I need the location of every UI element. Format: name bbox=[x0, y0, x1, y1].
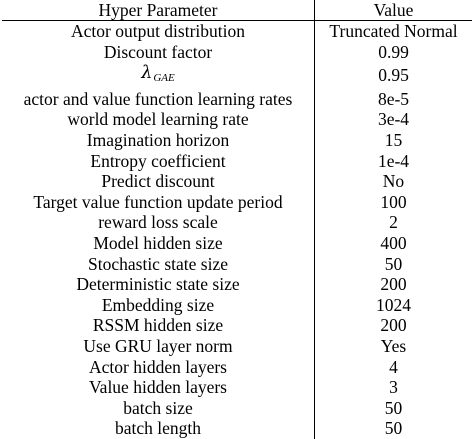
table-header-row: Hyper Parameter Value bbox=[2, 0, 472, 21]
parameter-cell: RSSM hidden size bbox=[2, 315, 315, 336]
table-row: RSSM hidden size 200 bbox=[2, 315, 472, 336]
table-row: Entropy coefficient 1e-4 bbox=[2, 150, 472, 172]
parameter-cell: Target value function update period bbox=[2, 191, 315, 213]
value-cell: 100 bbox=[380, 191, 407, 212]
parameter-cell: Predict discount bbox=[2, 171, 315, 192]
parameter-cell: Actor hidden layers bbox=[2, 356, 315, 378]
value-cell: 50 bbox=[384, 397, 403, 418]
parameter-cell: Value hidden layers bbox=[2, 377, 315, 398]
value-cell: 200 bbox=[380, 274, 407, 295]
table-row: Deterministic state size 200 bbox=[2, 274, 472, 295]
value-cell: 0.95 bbox=[378, 65, 409, 86]
table-row: actor and value function learning rates … bbox=[2, 88, 472, 110]
parameter-cell: batch length bbox=[2, 418, 315, 439]
table-row: Target value function update period 100 bbox=[2, 191, 472, 213]
value-cell: 4 bbox=[389, 356, 398, 377]
parameter-cell: batch size bbox=[2, 397, 315, 419]
lambda-symbol: λ bbox=[141, 63, 153, 84]
parameter-cell: Actor output distribution bbox=[2, 20, 315, 42]
parameter-cell: world model learning rate bbox=[2, 109, 315, 130]
value-cell: 200 bbox=[380, 315, 407, 336]
value-cell: 15 bbox=[384, 129, 403, 150]
parameter-cell: Discount factor bbox=[2, 41, 315, 63]
parameter-cell: Deterministic state size bbox=[2, 274, 315, 295]
table-row: batch length 50 bbox=[2, 418, 472, 439]
value-cell: 50 bbox=[384, 253, 403, 274]
value-cell: 1e-4 bbox=[377, 150, 410, 171]
table-row: λGAE 0.95 bbox=[2, 62, 472, 89]
value-cell: No bbox=[382, 171, 405, 192]
value-cell: 1024 bbox=[376, 294, 411, 315]
parameter-cell: Entropy coefficient bbox=[2, 150, 315, 172]
parameter-cell: Imagination horizon bbox=[2, 129, 315, 151]
parameter-cell: reward loss scale bbox=[2, 212, 315, 233]
table-row: Actor output distribution Truncated Norm… bbox=[2, 20, 472, 42]
value-cell: 0.99 bbox=[378, 41, 409, 62]
value-cell: 400 bbox=[380, 232, 407, 253]
table-row: Value hidden layers 3 bbox=[2, 377, 472, 398]
table-row: Discount factor 0.99 bbox=[2, 41, 472, 63]
parameter-cell: Use GRU layer norm bbox=[2, 335, 315, 357]
table-row: reward loss scale 2 bbox=[2, 212, 472, 233]
table-row: world model learning rate 3e-4 bbox=[2, 109, 472, 130]
parameter-cell: actor and value function learning rates bbox=[2, 88, 315, 110]
header-hyper-parameter: Hyper Parameter bbox=[2, 0, 315, 21]
value-cell: 50 bbox=[384, 418, 403, 439]
table-row: Model hidden size 400 bbox=[2, 232, 472, 254]
value-cell: 2 bbox=[389, 212, 398, 233]
table-row: batch size 50 bbox=[2, 397, 472, 419]
table-row: Use GRU layer norm Yes bbox=[2, 335, 472, 357]
table-row: Stochastic state size 50 bbox=[2, 253, 472, 275]
parameter-cell: Model hidden size bbox=[2, 232, 315, 254]
parameter-cell: λGAE bbox=[2, 62, 315, 89]
table-row: Imagination horizon 15 bbox=[2, 129, 472, 151]
table-row: Actor hidden layers 4 bbox=[2, 356, 472, 378]
table-row: Predict discount No bbox=[2, 171, 472, 192]
table-row: Embedding size 1024 bbox=[2, 294, 472, 316]
parameter-cell: Stochastic state size bbox=[2, 253, 315, 275]
value-cell: 3 bbox=[389, 377, 398, 398]
value-cell: 3e-4 bbox=[377, 109, 410, 130]
parameter-cell: Embedding size bbox=[2, 294, 315, 316]
header-value: Value bbox=[314, 0, 472, 21]
value-cell: Yes bbox=[380, 335, 407, 356]
lambda-subscript: GAE bbox=[153, 72, 175, 85]
value-cell: Truncated Normal bbox=[329, 21, 458, 41]
value-cell: 8e-5 bbox=[377, 88, 410, 109]
